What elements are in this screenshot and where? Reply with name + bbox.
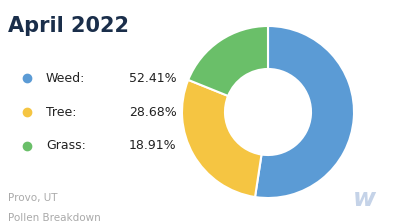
Wedge shape (182, 80, 262, 197)
Text: 18.91%: 18.91% (129, 139, 176, 152)
Text: 28.68%: 28.68% (129, 106, 177, 118)
Text: 52.41%: 52.41% (129, 72, 176, 85)
Text: Provo, UT: Provo, UT (8, 193, 58, 203)
Wedge shape (255, 26, 354, 198)
Text: Grass:: Grass: (46, 139, 86, 152)
Text: w: w (352, 187, 376, 211)
Text: Tree:: Tree: (46, 106, 76, 118)
Text: April 2022: April 2022 (8, 16, 129, 36)
Text: Weed:: Weed: (46, 72, 85, 85)
Wedge shape (188, 26, 268, 96)
Text: Pollen Breakdown: Pollen Breakdown (8, 213, 101, 223)
